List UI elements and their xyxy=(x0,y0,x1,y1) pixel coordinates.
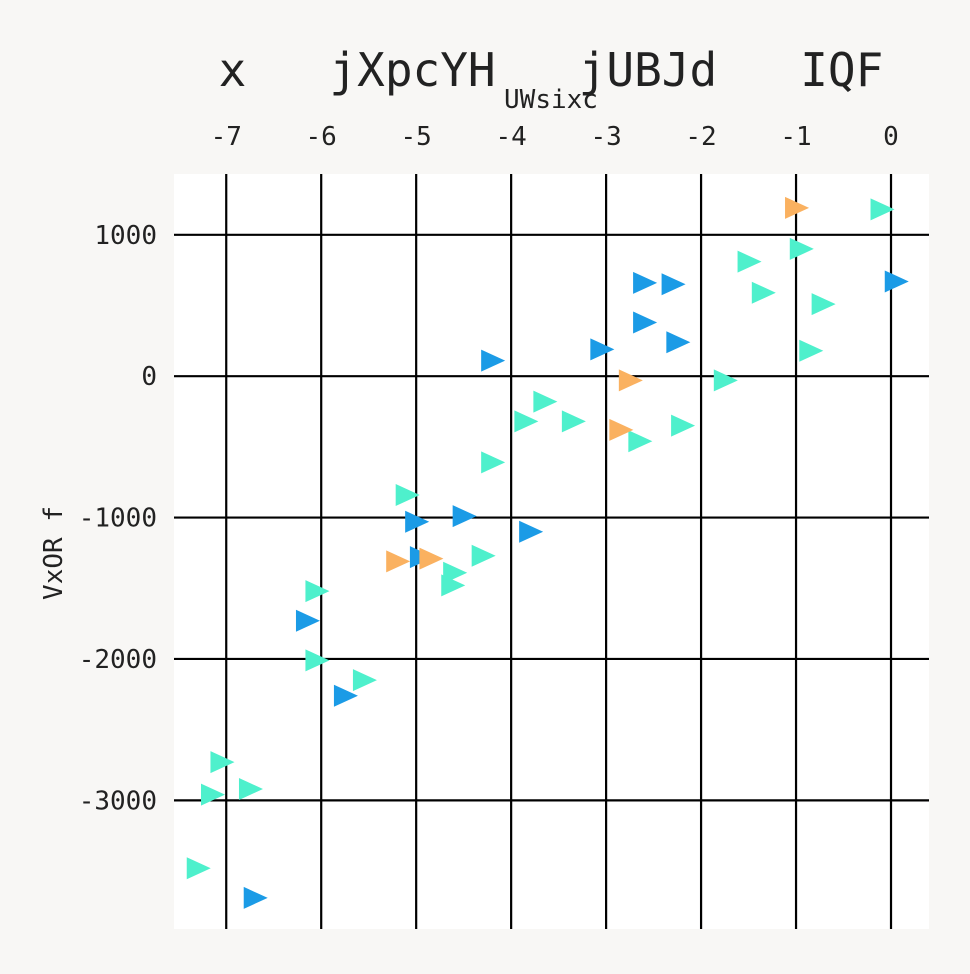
data-point xyxy=(609,418,634,441)
data-point xyxy=(386,550,411,573)
x-tick-label: -3 xyxy=(590,122,621,152)
data-point xyxy=(661,273,686,296)
data-point xyxy=(352,669,377,692)
x-tick-label: -4 xyxy=(495,122,526,152)
chart-title: x jXpcYH jUBJd IQF xyxy=(219,43,884,97)
data-point xyxy=(210,751,235,774)
data-point xyxy=(419,547,444,570)
data-point xyxy=(441,574,466,597)
y-tick-label: 1000 xyxy=(94,221,157,251)
data-point xyxy=(395,483,420,506)
x-tick-label: 0 xyxy=(883,122,899,152)
data-point xyxy=(243,886,268,909)
data-point xyxy=(633,271,658,294)
data-point xyxy=(333,684,358,707)
x-tick-label: -6 xyxy=(306,122,337,152)
x-tick-label: -1 xyxy=(780,122,811,152)
y-tick-label: -2000 xyxy=(79,645,157,675)
data-point xyxy=(884,270,909,293)
data-point xyxy=(789,237,814,260)
data-point xyxy=(519,520,544,543)
data-point xyxy=(200,783,225,806)
data-point xyxy=(481,349,506,372)
x-tick-label: -5 xyxy=(401,122,432,152)
data-point xyxy=(186,857,211,880)
data-point xyxy=(514,410,539,433)
data-point xyxy=(305,580,330,603)
data-point xyxy=(633,311,658,334)
data-point xyxy=(737,250,762,273)
tick-labels: -7 -6 -5 -4 -3 -2 -1 0 1000 0 -1000 -2000 -3000 xyxy=(79,122,899,816)
data-point xyxy=(751,281,776,304)
y-tick-label: -3000 xyxy=(79,786,157,816)
data-point xyxy=(799,339,824,362)
x-tick-label: -7 xyxy=(211,122,242,152)
data-point xyxy=(628,430,653,453)
data-point xyxy=(238,778,263,801)
data-point xyxy=(671,414,696,437)
data-point xyxy=(785,196,810,219)
y-axis-label: VxOR f xyxy=(39,506,69,600)
data-point xyxy=(405,510,430,533)
data-point xyxy=(870,198,895,221)
data-point xyxy=(305,649,330,672)
data-point xyxy=(295,609,320,632)
y-tick-label: -1000 xyxy=(79,504,157,534)
grid-lines xyxy=(174,174,929,929)
y-tick-label: 0 xyxy=(141,362,157,392)
data-point xyxy=(481,451,506,474)
x-axis-label: UWsixc xyxy=(504,85,598,115)
data-point xyxy=(618,369,643,392)
data-point xyxy=(471,544,496,567)
data-point xyxy=(452,505,477,528)
plot-area xyxy=(174,174,929,929)
data-points xyxy=(186,196,909,909)
data-point xyxy=(666,331,691,354)
data-point xyxy=(533,390,558,413)
data-point xyxy=(811,293,836,316)
data-point xyxy=(561,410,586,433)
data-point xyxy=(713,369,738,392)
data-point xyxy=(590,338,615,361)
x-tick-label: -2 xyxy=(685,122,716,152)
